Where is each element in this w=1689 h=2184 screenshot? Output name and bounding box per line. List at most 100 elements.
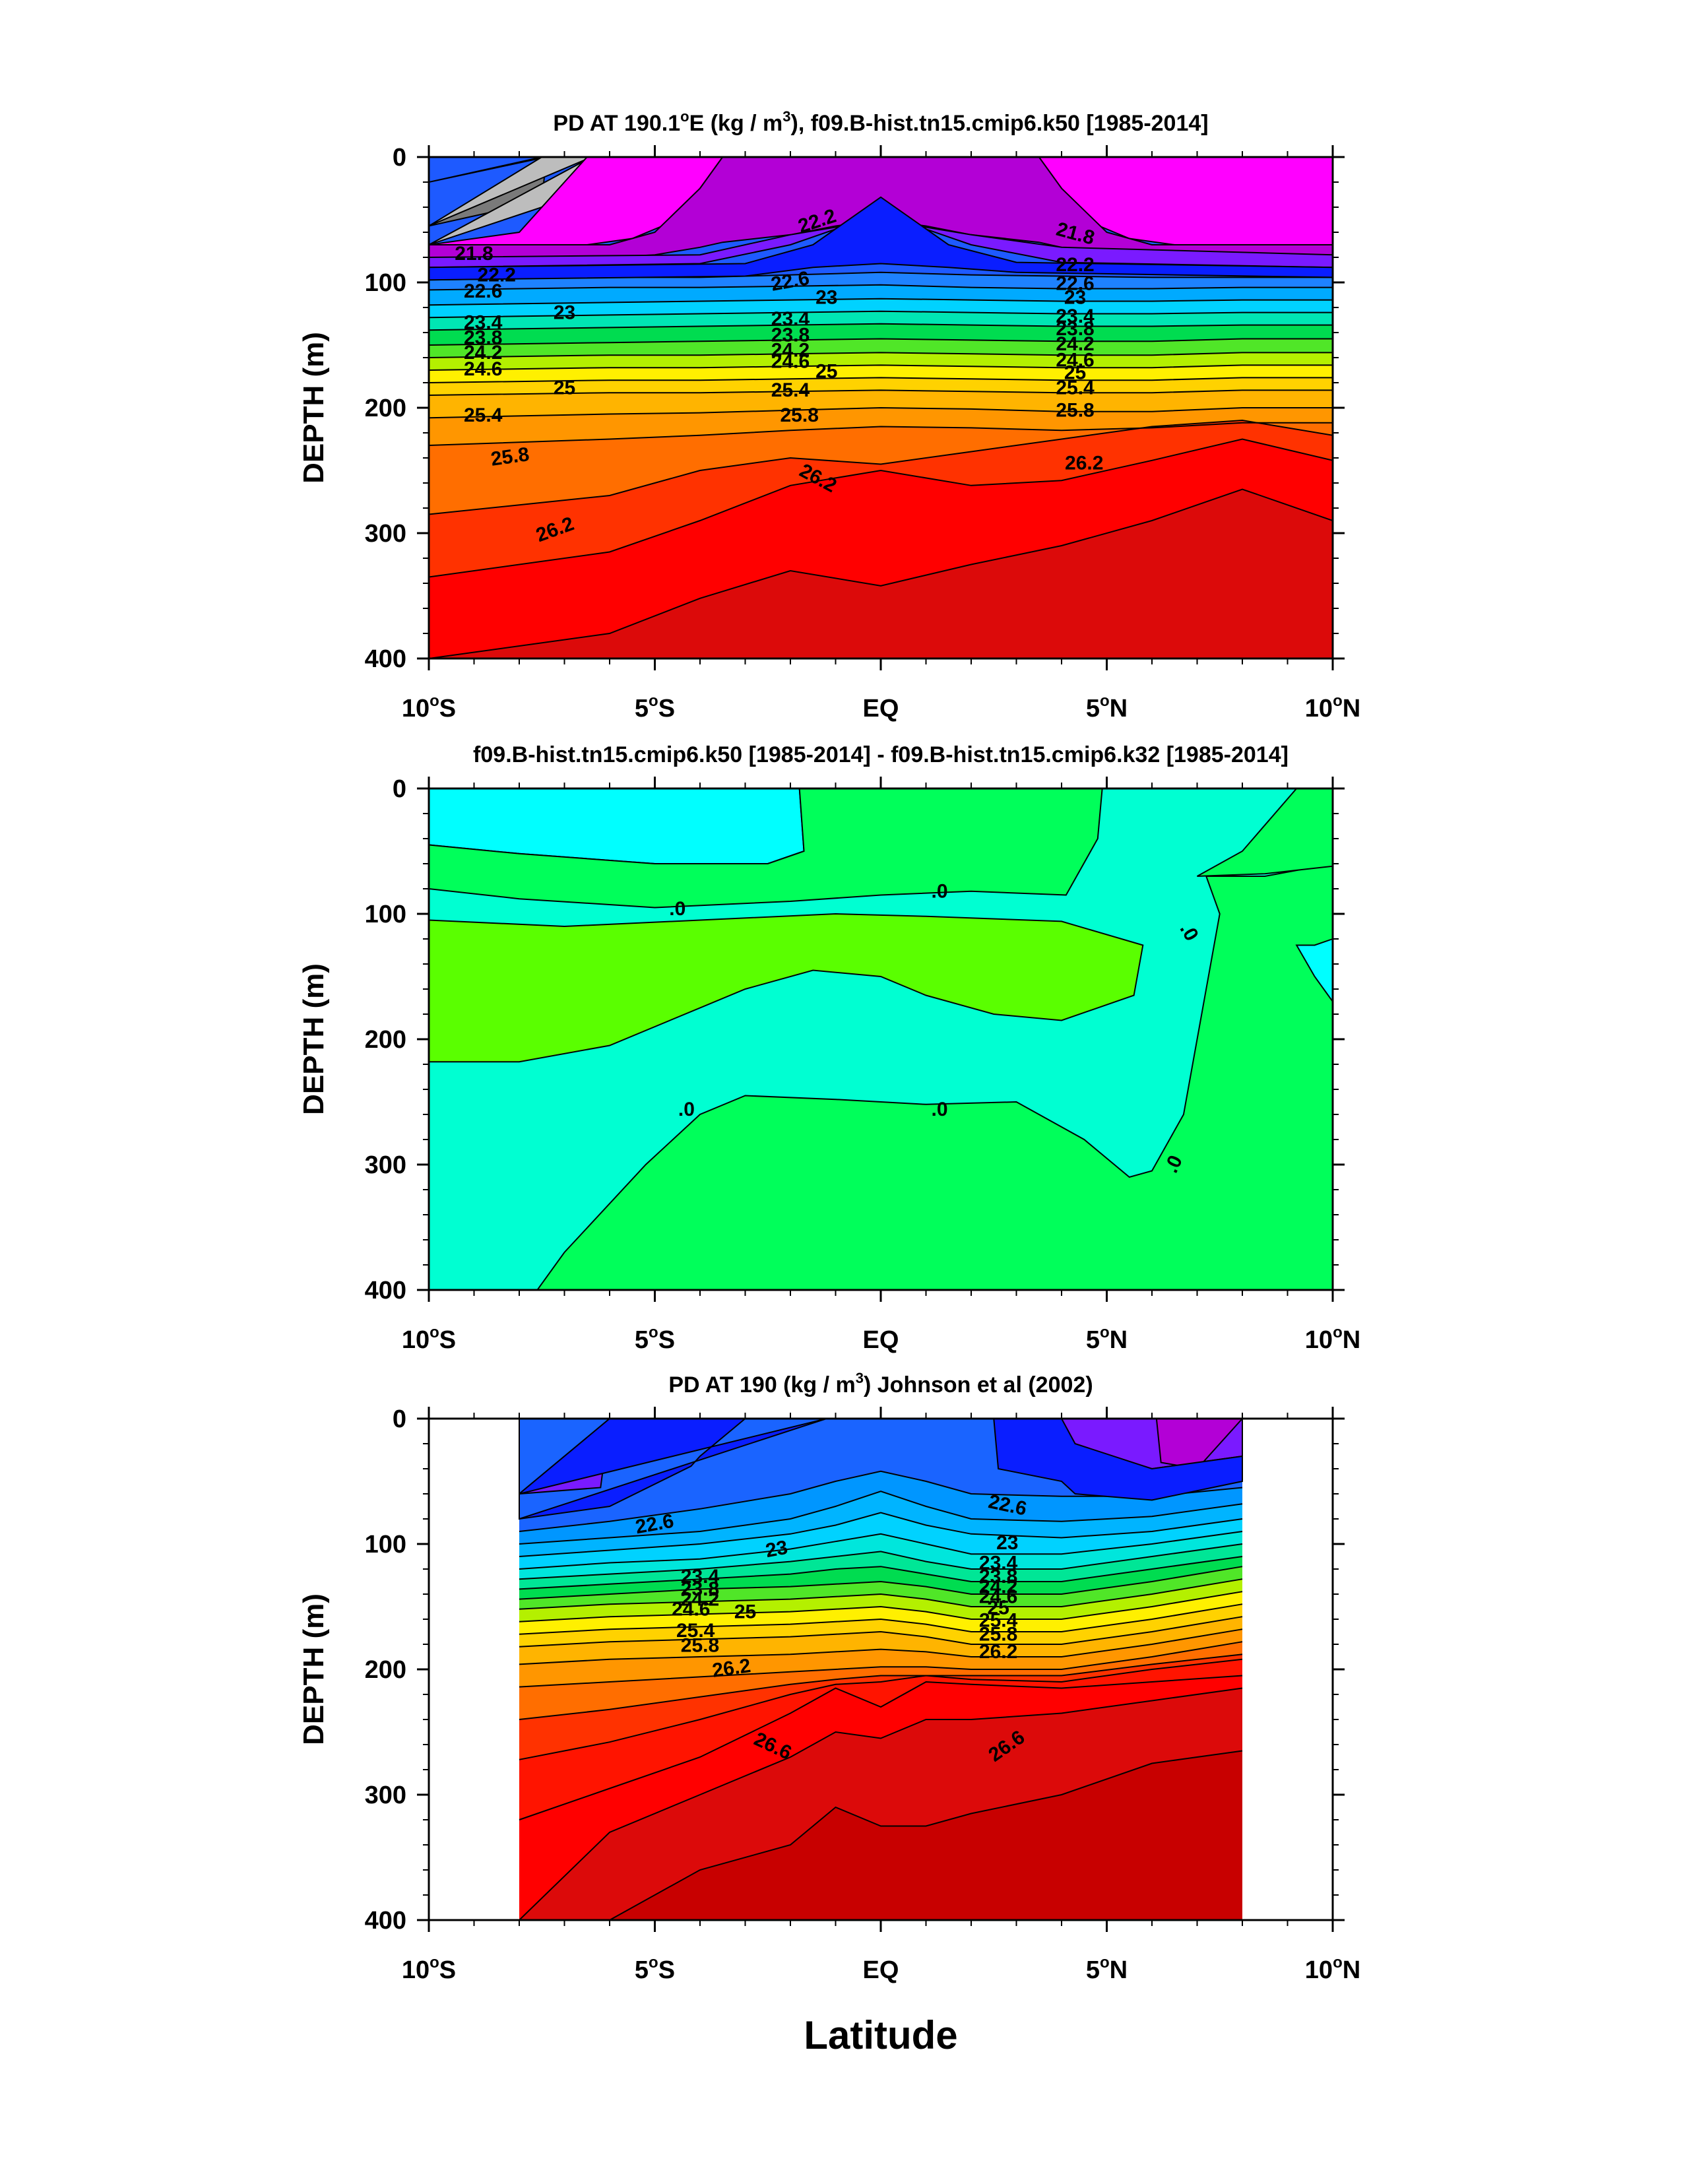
contour-line bbox=[429, 377, 1333, 383]
contour-label: 23 bbox=[764, 1537, 790, 1562]
contour-label: 22.2 bbox=[1056, 254, 1094, 276]
x-tick-label: 5oN bbox=[1086, 1954, 1128, 1984]
contour-label: 25.8 bbox=[781, 404, 819, 426]
contour-label: 26.2 bbox=[1065, 452, 1103, 474]
y-tick-label: 300 bbox=[365, 1151, 406, 1179]
y-tick-label: 300 bbox=[365, 520, 406, 548]
x-tick-label: 5oS bbox=[635, 1324, 675, 1354]
contour-label: 24.6 bbox=[464, 358, 502, 380]
contour-band bbox=[935, 1419, 1243, 1501]
contour-line bbox=[519, 1675, 1243, 1820]
x-tick-label: 5oN bbox=[1086, 692, 1128, 723]
contour-label: 24.2 bbox=[1056, 333, 1094, 355]
contour-band bbox=[519, 1675, 1242, 1920]
contour-label: 25.8 bbox=[1056, 400, 1094, 422]
contour-band bbox=[429, 365, 1333, 383]
y-tick-label: 100 bbox=[365, 269, 406, 297]
x-axis-label: Latitude bbox=[804, 2013, 957, 2057]
contour-band bbox=[429, 323, 1333, 345]
contour-label: 24.6 bbox=[979, 1586, 1017, 1608]
contour-label: 23.8 bbox=[771, 325, 810, 346]
y-axis-label: DEPTH (m) bbox=[298, 963, 330, 1115]
contour-label: 22.2 bbox=[478, 264, 516, 286]
contour-line bbox=[429, 438, 1333, 578]
contour-label: 23.4 bbox=[771, 308, 810, 330]
contour-label: .0 bbox=[932, 881, 948, 903]
contour-label: 24.2 bbox=[464, 342, 502, 364]
contour-band bbox=[519, 1688, 1242, 1920]
contour-band bbox=[429, 157, 592, 246]
x-tick-label: 10oS bbox=[402, 1954, 456, 1984]
contour-label: 23.8 bbox=[1056, 318, 1094, 340]
y-tick-label: 100 bbox=[365, 1531, 406, 1558]
contour-label: 22.6 bbox=[464, 280, 502, 302]
contour-label: 26.2 bbox=[979, 1641, 1017, 1663]
y-axis-label: DEPTH (m) bbox=[298, 1593, 330, 1745]
contour-band bbox=[519, 1491, 1242, 1557]
contour-line bbox=[519, 1531, 1243, 1570]
contour-line bbox=[519, 1616, 1243, 1648]
y-tick-label: 400 bbox=[365, 1277, 406, 1304]
contour-label: 23.4 bbox=[681, 1566, 720, 1588]
contour-band bbox=[429, 377, 1333, 395]
y-tick-label: 400 bbox=[365, 1907, 406, 1935]
contour-band bbox=[429, 352, 1333, 370]
contour-band bbox=[519, 1419, 827, 1520]
contour-label: 25 bbox=[815, 361, 837, 383]
contour-line bbox=[429, 419, 1333, 515]
contour-region bbox=[429, 913, 1144, 1063]
x-tick-label: 5oN bbox=[1086, 1324, 1128, 1354]
contour-label: 24.2 bbox=[771, 339, 810, 361]
contour-label: 25.4 bbox=[464, 404, 503, 426]
contour-region bbox=[1197, 788, 1333, 877]
contour-label: 25.8 bbox=[979, 1624, 1017, 1646]
contour-line bbox=[429, 338, 1333, 346]
contour-line bbox=[519, 1470, 1243, 1532]
contour-label: 25 bbox=[987, 1597, 1009, 1619]
y-tick-label: 0 bbox=[393, 144, 406, 172]
contour-label: 23.8 bbox=[681, 1578, 719, 1600]
contour-band bbox=[519, 1659, 1242, 1820]
y-tick-label: 0 bbox=[393, 775, 406, 803]
contour-label: 25 bbox=[1064, 362, 1086, 384]
contour-line bbox=[519, 1556, 1243, 1590]
contour-band bbox=[1155, 1419, 1244, 1470]
contour-band bbox=[519, 1591, 1242, 1634]
contour-line bbox=[519, 1512, 1243, 1557]
contour-line bbox=[429, 364, 1333, 371]
panel-title: f09.B-hist.tn15.cmip6.k50 [1985-2014] - … bbox=[473, 742, 1289, 767]
contour-line bbox=[519, 1578, 1243, 1610]
contour-line bbox=[429, 323, 1333, 331]
y-tick-label: 300 bbox=[365, 1782, 406, 1809]
contour-label: 23.8 bbox=[464, 327, 502, 348]
contour-region bbox=[1295, 938, 1333, 1003]
contour-label: 25.8 bbox=[681, 1635, 719, 1657]
contour-band bbox=[519, 1566, 1242, 1609]
contour-line bbox=[519, 1750, 1243, 1920]
contour-label: 24.2 bbox=[681, 1588, 719, 1610]
contour-label: 26.2 bbox=[711, 1655, 752, 1682]
x-tick-label: 10oN bbox=[1305, 1954, 1360, 1984]
contour-label: 24.6 bbox=[672, 1599, 710, 1621]
x-tick-label: 10oN bbox=[1305, 1324, 1360, 1354]
contour-line bbox=[429, 406, 1333, 419]
contour-label: .0 bbox=[932, 1099, 948, 1120]
contour-line bbox=[519, 1491, 1243, 1545]
contour-label: 25.4 bbox=[979, 1610, 1018, 1632]
y-axis-label: DEPTH (m) bbox=[298, 332, 330, 484]
panel-title: PD AT 190.1oE (kg / m3), f09.B-hist.tn15… bbox=[553, 108, 1208, 136]
contour-line bbox=[429, 310, 1333, 319]
y-tick-label: 0 bbox=[393, 1405, 406, 1433]
contour-label: 25 bbox=[554, 377, 575, 399]
contour-region bbox=[429, 788, 1333, 1290]
x-tick-label: EQ bbox=[863, 1326, 899, 1354]
contour-label: 25.8 bbox=[490, 443, 530, 470]
contour-line bbox=[429, 389, 1333, 396]
y-tick-label: 100 bbox=[365, 901, 406, 928]
contour-band bbox=[429, 338, 1333, 358]
contour-band bbox=[429, 298, 1333, 318]
contour-label: 23.4 bbox=[1056, 305, 1095, 327]
